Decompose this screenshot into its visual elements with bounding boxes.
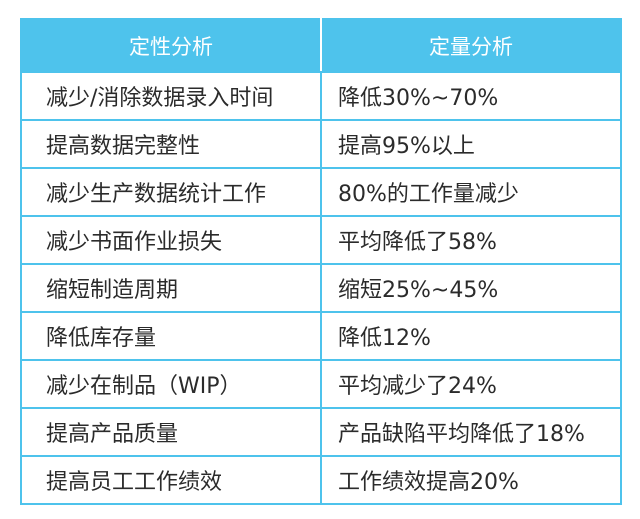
table-row: 减少在制品（WIP） 平均减少了24% (20, 359, 622, 409)
table-row: 减少/消除数据录入时间 降低30%~70% (20, 71, 622, 121)
quantitative-cell: 工作绩效提高20% (320, 455, 622, 505)
qualitative-cell: 减少在制品（WIP） (20, 359, 322, 409)
qualitative-cell: 降低库存量 (20, 311, 322, 361)
header-qualitative: 定性分析 (20, 18, 322, 73)
qualitative-cell: 提高产品质量 (20, 407, 322, 457)
qualitative-cell: 减少生产数据统计工作 (20, 167, 322, 217)
table-row: 提高员工工作绩效 工作绩效提高20% (20, 455, 622, 505)
quantitative-cell: 平均降低了58% (320, 215, 622, 265)
header-quantitative: 定量分析 (320, 18, 622, 73)
quantitative-cell: 提高95%以上 (320, 119, 622, 169)
qualitative-cell: 减少/消除数据录入时间 (20, 71, 322, 121)
table-header-row: 定性分析 定量分析 (20, 18, 622, 73)
qualitative-cell: 提高数据完整性 (20, 119, 322, 169)
qualitative-cell: 减少书面作业损失 (20, 215, 322, 265)
table-row: 缩短制造周期 缩短25%~45% (20, 263, 622, 313)
quantitative-cell: 降低12% (320, 311, 622, 361)
quantitative-cell: 平均减少了24% (320, 359, 622, 409)
table-row: 减少书面作业损失 平均降低了58% (20, 215, 622, 265)
table-row: 提高数据完整性 提高95%以上 (20, 119, 622, 169)
table-row: 减少生产数据统计工作 80%的工作量减少 (20, 167, 622, 217)
quantitative-cell: 缩短25%~45% (320, 263, 622, 313)
quantitative-cell: 80%的工作量减少 (320, 167, 622, 217)
table-row: 降低库存量 降低12% (20, 311, 622, 361)
analysis-table: 定性分析 定量分析 减少/消除数据录入时间 降低30%~70% 提高数据完整性 … (20, 18, 622, 505)
table-row: 提高产品质量 产品缺陷平均降低了18% (20, 407, 622, 457)
qualitative-cell: 提高员工工作绩效 (20, 455, 322, 505)
analysis-table-container: 定性分析 定量分析 减少/消除数据录入时间 降低30%~70% 提高数据完整性 … (20, 18, 622, 505)
qualitative-cell: 缩短制造周期 (20, 263, 322, 313)
quantitative-cell: 产品缺陷平均降低了18% (320, 407, 622, 457)
quantitative-cell: 降低30%~70% (320, 71, 622, 121)
